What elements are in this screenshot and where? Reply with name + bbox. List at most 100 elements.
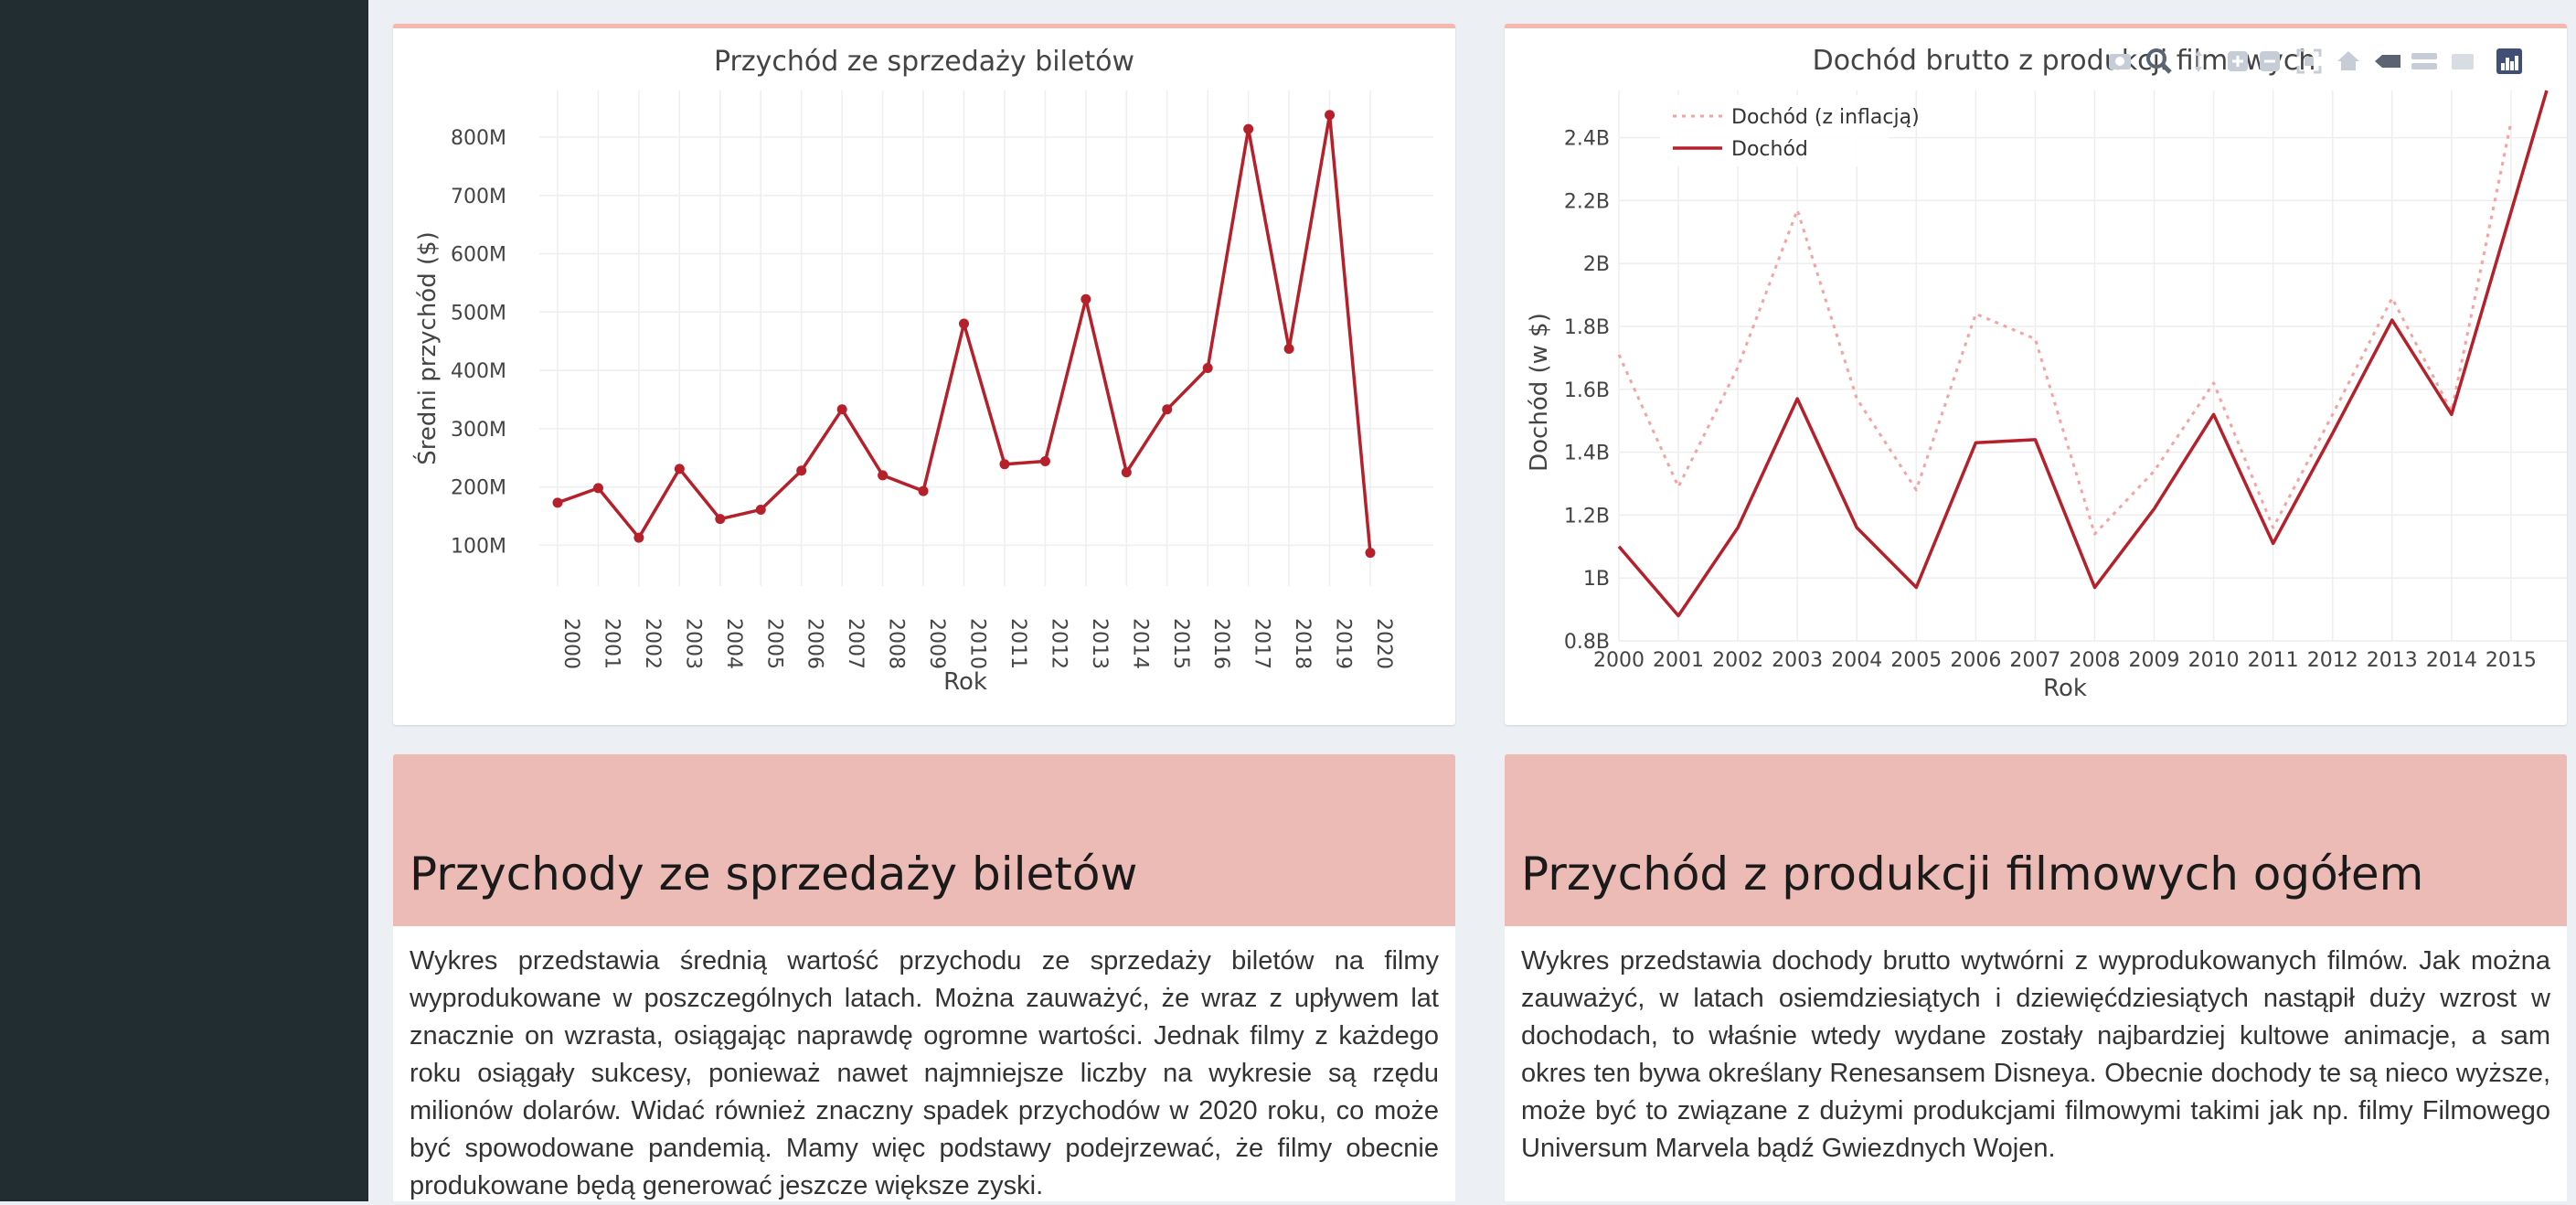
data-point[interactable] bbox=[1283, 343, 1294, 354]
pan-icon[interactable] bbox=[2195, 50, 2202, 72]
plotly-logo-bar bbox=[2515, 56, 2518, 70]
x-tick-label: 2007 bbox=[844, 618, 867, 669]
ticket-revenue-chart-card: Przychód ze sprzedaży biletów 2000 2001 200… bbox=[393, 24, 1455, 725]
x-tick-label: 2013 bbox=[2367, 649, 2418, 672]
data-point[interactable] bbox=[755, 504, 766, 515]
gross-income-chart-card: 2000 2001 2002 2003 2004 2005 2006 2007 2008 2009… bbox=[1505, 24, 2567, 725]
x-tick-label: 2009 bbox=[2129, 649, 2180, 672]
gross-income-heading: Przychód z produkcji filmowych ogółem bbox=[1521, 848, 2424, 901]
x-tick-label: 2012 bbox=[1047, 618, 1070, 669]
y-tick-label: 1B bbox=[1583, 568, 1610, 591]
hover-closest-icon[interactable] bbox=[2411, 53, 2437, 69]
x-tick-label: 2016 bbox=[1209, 618, 1232, 669]
modebar bbox=[2109, 48, 2522, 74]
x-tick-label: 2009 bbox=[925, 618, 948, 669]
x-tick-label: 2005 bbox=[1890, 649, 1942, 672]
zoom-in-icon[interactable] bbox=[2228, 51, 2248, 71]
x-tick-label: 2006 bbox=[804, 618, 826, 669]
income-line bbox=[1617, 90, 2549, 618]
data-point[interactable] bbox=[1365, 548, 1376, 559]
x-tick-label: 2000 bbox=[559, 618, 582, 669]
y-tick-label: 1.6B bbox=[1564, 379, 1610, 402]
data-point[interactable] bbox=[1039, 456, 1050, 467]
zoom-out-icon[interactable] bbox=[2260, 51, 2280, 71]
y-tick-label: 100M bbox=[451, 535, 506, 558]
data-point[interactable] bbox=[796, 465, 807, 476]
x-tick-label: 2013 bbox=[1088, 618, 1111, 669]
data-point[interactable] bbox=[633, 532, 644, 543]
data-point[interactable] bbox=[836, 404, 847, 415]
data-point[interactable] bbox=[1202, 363, 1213, 374]
x-tick-label: 2012 bbox=[2307, 649, 2358, 672]
data-point[interactable] bbox=[1325, 110, 1336, 121]
y-tick-label: 600M bbox=[451, 244, 506, 267]
y-tick-label: 700M bbox=[451, 186, 506, 208]
x-tick-label: 2004 bbox=[722, 618, 745, 669]
data-point[interactable] bbox=[592, 483, 603, 494]
data-point[interactable] bbox=[1080, 293, 1091, 304]
data-point[interactable] bbox=[999, 459, 1010, 470]
ticket-revenue-description: Wykres przedstawia średnią wartość przyc… bbox=[410, 946, 1439, 1200]
compare-box bbox=[2452, 54, 2474, 69]
ticket-revenue-description-box: Wykres przedstawia średnią wartość przyc… bbox=[393, 926, 1455, 1201]
spike-icon[interactable] bbox=[2375, 55, 2400, 68]
zoom-icon[interactable] bbox=[2146, 48, 2172, 74]
x-axis-title: Rok bbox=[2043, 675, 2087, 702]
x-tick-label: 2010 bbox=[2188, 649, 2240, 672]
x-tick-label: 2007 bbox=[2009, 649, 2060, 672]
y-axis-title: Dochód (w $) bbox=[1526, 313, 1553, 472]
x-tick-label: 2005 bbox=[762, 618, 785, 669]
data-point[interactable] bbox=[878, 470, 889, 481]
data-point[interactable] bbox=[959, 318, 969, 329]
gross-income-header: Przychód z produkcji filmowych ogółem bbox=[1505, 754, 2567, 926]
y-tick-label: 200M bbox=[451, 477, 506, 500]
x-tick-label: 2001 bbox=[600, 618, 623, 669]
x-tick-label: 2011 bbox=[1006, 618, 1029, 669]
home-icon[interactable] bbox=[2337, 51, 2359, 70]
data-point[interactable] bbox=[918, 485, 929, 496]
chart-title: Przychód ze sprzedaży biletów bbox=[714, 46, 1134, 78]
gross-income-description-box: Wykres przedstawia dochody brutto wytwór… bbox=[1505, 926, 2567, 1201]
plotly-logo-icon[interactable] bbox=[2496, 48, 2522, 74]
camera-icon[interactable] bbox=[2109, 54, 2131, 69]
data-point[interactable] bbox=[1121, 467, 1132, 478]
gross-income-chart: 2000 2001 2002 2003 2004 2005 2006 2007 2008 2009… bbox=[1526, 45, 2567, 702]
zoom-glass bbox=[2146, 48, 2166, 69]
x-tick-label: 2018 bbox=[1291, 618, 1314, 669]
x-tick-label: 2006 bbox=[1950, 649, 2001, 672]
zoom-handle bbox=[2161, 63, 2172, 74]
legend-box bbox=[1660, 95, 1889, 166]
plotly-logo-bar bbox=[2506, 58, 2509, 70]
gross-income-description: Wykres przedstawia dochody brutto wytwór… bbox=[1521, 946, 2550, 1163]
camera-lens bbox=[2115, 57, 2124, 66]
spike-shape bbox=[2375, 55, 2400, 68]
hover-compare-icon[interactable] bbox=[2452, 54, 2474, 69]
x-axis-title: Rok bbox=[943, 668, 987, 696]
data-point[interactable] bbox=[1243, 123, 1254, 134]
x-tick-label: 2011 bbox=[2248, 649, 2299, 672]
x-tick-label: 2019 bbox=[1332, 618, 1355, 669]
data-point[interactable] bbox=[674, 464, 685, 475]
legend-label: Dochód (z inflacją) bbox=[1731, 106, 1920, 129]
autoscale-icon[interactable] bbox=[2296, 48, 2322, 74]
data-point[interactable] bbox=[552, 497, 563, 508]
y-tick-label: 1.4B bbox=[1564, 443, 1610, 465]
x-tick-label: 2010 bbox=[966, 618, 989, 669]
plotly-logo-bar bbox=[2501, 63, 2505, 70]
data-point[interactable] bbox=[1162, 404, 1173, 415]
y-tick-label: 2B bbox=[1583, 253, 1610, 276]
ticket-revenue-header: Przychody ze sprzedaży biletów bbox=[393, 754, 1455, 926]
y-axis-title: Średni przychód ($) bbox=[412, 231, 442, 465]
y-tick-label: 400M bbox=[451, 360, 506, 383]
x-tick-label: 2004 bbox=[1831, 649, 1882, 672]
y-tick-label: 300M bbox=[451, 419, 506, 442]
x-tick-label: 2020 bbox=[1372, 618, 1395, 669]
y-tick-label: 2.4B bbox=[1564, 128, 1610, 151]
data-point[interactable] bbox=[715, 514, 726, 525]
legend-label: Dochód bbox=[1731, 138, 1808, 161]
autoscale-corners bbox=[2296, 48, 2322, 74]
y-tick-label: 1.2B bbox=[1564, 505, 1610, 528]
x-tick-label: 2014 bbox=[2426, 649, 2477, 672]
home-shape bbox=[2337, 51, 2359, 70]
ticket-revenue-chart: Przychód ze sprzedaży biletów 2000 2001 200… bbox=[412, 46, 1433, 696]
